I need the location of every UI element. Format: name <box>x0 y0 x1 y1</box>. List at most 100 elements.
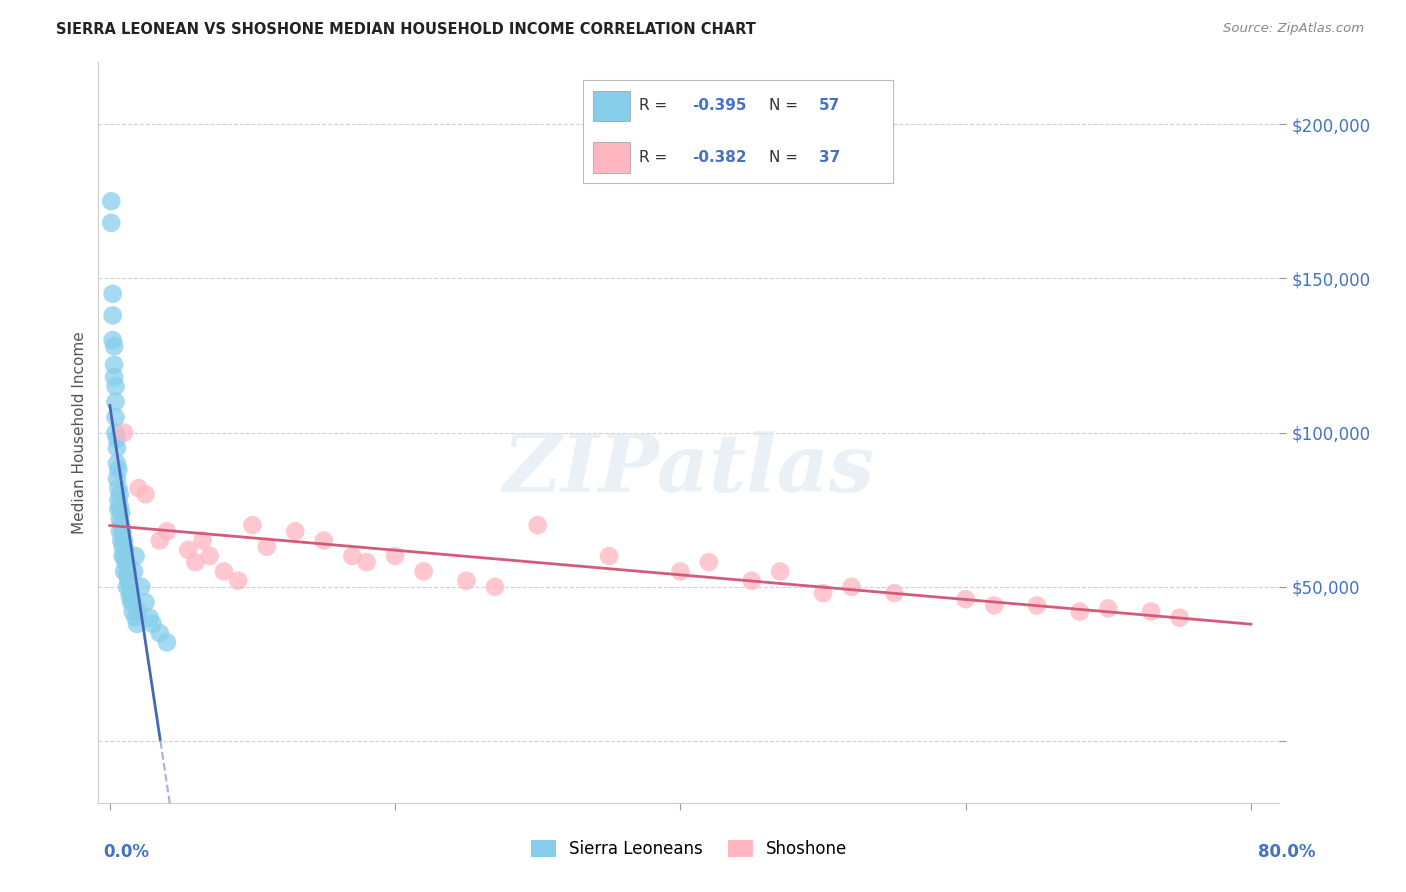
Text: 80.0%: 80.0% <box>1258 843 1315 861</box>
Point <box>142 616 165 631</box>
Point <box>103 358 125 372</box>
Point <box>1069 605 1091 619</box>
Text: N =: N = <box>769 98 803 113</box>
Point <box>111 524 134 539</box>
Point <box>112 565 135 579</box>
Point <box>122 565 145 579</box>
Legend: Sierra Leoneans, Shoshone: Sierra Leoneans, Shoshone <box>524 833 853 865</box>
Point <box>111 540 134 554</box>
Point <box>184 555 207 569</box>
Point <box>342 549 364 563</box>
Point <box>526 518 548 533</box>
Point <box>108 500 131 514</box>
Point <box>100 216 122 230</box>
Point <box>129 580 152 594</box>
Point <box>101 286 124 301</box>
Point <box>110 518 132 533</box>
Point <box>134 595 156 609</box>
Point <box>112 549 135 563</box>
Point <box>256 540 278 554</box>
Point <box>101 309 124 323</box>
Point <box>139 610 162 624</box>
Point <box>983 599 1005 613</box>
Point <box>110 533 132 548</box>
Point <box>117 574 139 588</box>
Point <box>114 555 136 569</box>
Point <box>598 549 620 563</box>
Point <box>118 589 141 603</box>
Point <box>120 586 142 600</box>
Text: 0.0%: 0.0% <box>104 843 149 861</box>
Point <box>105 432 128 446</box>
Point <box>124 549 146 563</box>
Point <box>103 370 125 384</box>
Point <box>125 616 148 631</box>
Point <box>226 574 249 588</box>
Point <box>112 425 135 440</box>
Point <box>107 502 129 516</box>
Point <box>412 565 434 579</box>
Point <box>456 574 478 588</box>
Point <box>127 605 149 619</box>
Point <box>121 605 143 619</box>
Y-axis label: Median Household Income: Median Household Income <box>72 331 87 534</box>
Point <box>177 542 200 557</box>
Point <box>811 586 834 600</box>
Point <box>121 595 143 609</box>
Text: Source: ZipAtlas.com: Source: ZipAtlas.com <box>1223 22 1364 36</box>
Point <box>697 555 720 569</box>
Point <box>108 512 131 526</box>
FancyBboxPatch shape <box>593 142 630 173</box>
Point <box>105 441 128 455</box>
Point <box>103 339 125 353</box>
Point <box>111 549 134 563</box>
Point <box>284 524 307 539</box>
Point <box>312 533 335 548</box>
Point <box>100 194 122 209</box>
Point <box>198 549 221 563</box>
Text: 37: 37 <box>818 150 839 165</box>
Point <box>104 410 127 425</box>
Point <box>484 580 506 594</box>
Point <box>108 487 131 501</box>
Point <box>105 457 128 471</box>
Point <box>1026 599 1049 613</box>
Point <box>669 565 692 579</box>
Point <box>384 549 406 563</box>
Point <box>118 580 141 594</box>
Point <box>105 472 128 486</box>
Point <box>356 555 378 569</box>
Point <box>149 533 172 548</box>
Point <box>101 333 124 347</box>
Point <box>156 635 179 649</box>
Point <box>117 565 139 579</box>
Point <box>242 518 264 533</box>
Point <box>212 565 235 579</box>
FancyBboxPatch shape <box>593 91 630 121</box>
Point <box>841 580 863 594</box>
Point <box>769 565 792 579</box>
Point <box>110 506 132 520</box>
Point <box>1168 610 1191 624</box>
Point <box>107 462 129 476</box>
Text: R =: R = <box>640 150 672 165</box>
Point <box>149 626 172 640</box>
Point <box>115 555 138 569</box>
Point <box>108 524 131 539</box>
Point <box>955 592 977 607</box>
Point <box>107 481 129 495</box>
Text: ZIPatlas: ZIPatlas <box>503 431 875 508</box>
Point <box>127 481 149 495</box>
Point <box>1097 601 1119 615</box>
Point <box>104 425 127 440</box>
Point <box>120 595 142 609</box>
Point <box>115 567 138 582</box>
Text: SIERRA LEONEAN VS SHOSHONE MEDIAN HOUSEHOLD INCOME CORRELATION CHART: SIERRA LEONEAN VS SHOSHONE MEDIAN HOUSEH… <box>56 22 756 37</box>
Point <box>134 487 156 501</box>
Point <box>883 586 905 600</box>
Text: -0.382: -0.382 <box>692 150 747 165</box>
Text: -0.395: -0.395 <box>692 98 747 113</box>
Point <box>112 533 135 548</box>
Point <box>741 574 763 588</box>
Point <box>104 394 127 409</box>
